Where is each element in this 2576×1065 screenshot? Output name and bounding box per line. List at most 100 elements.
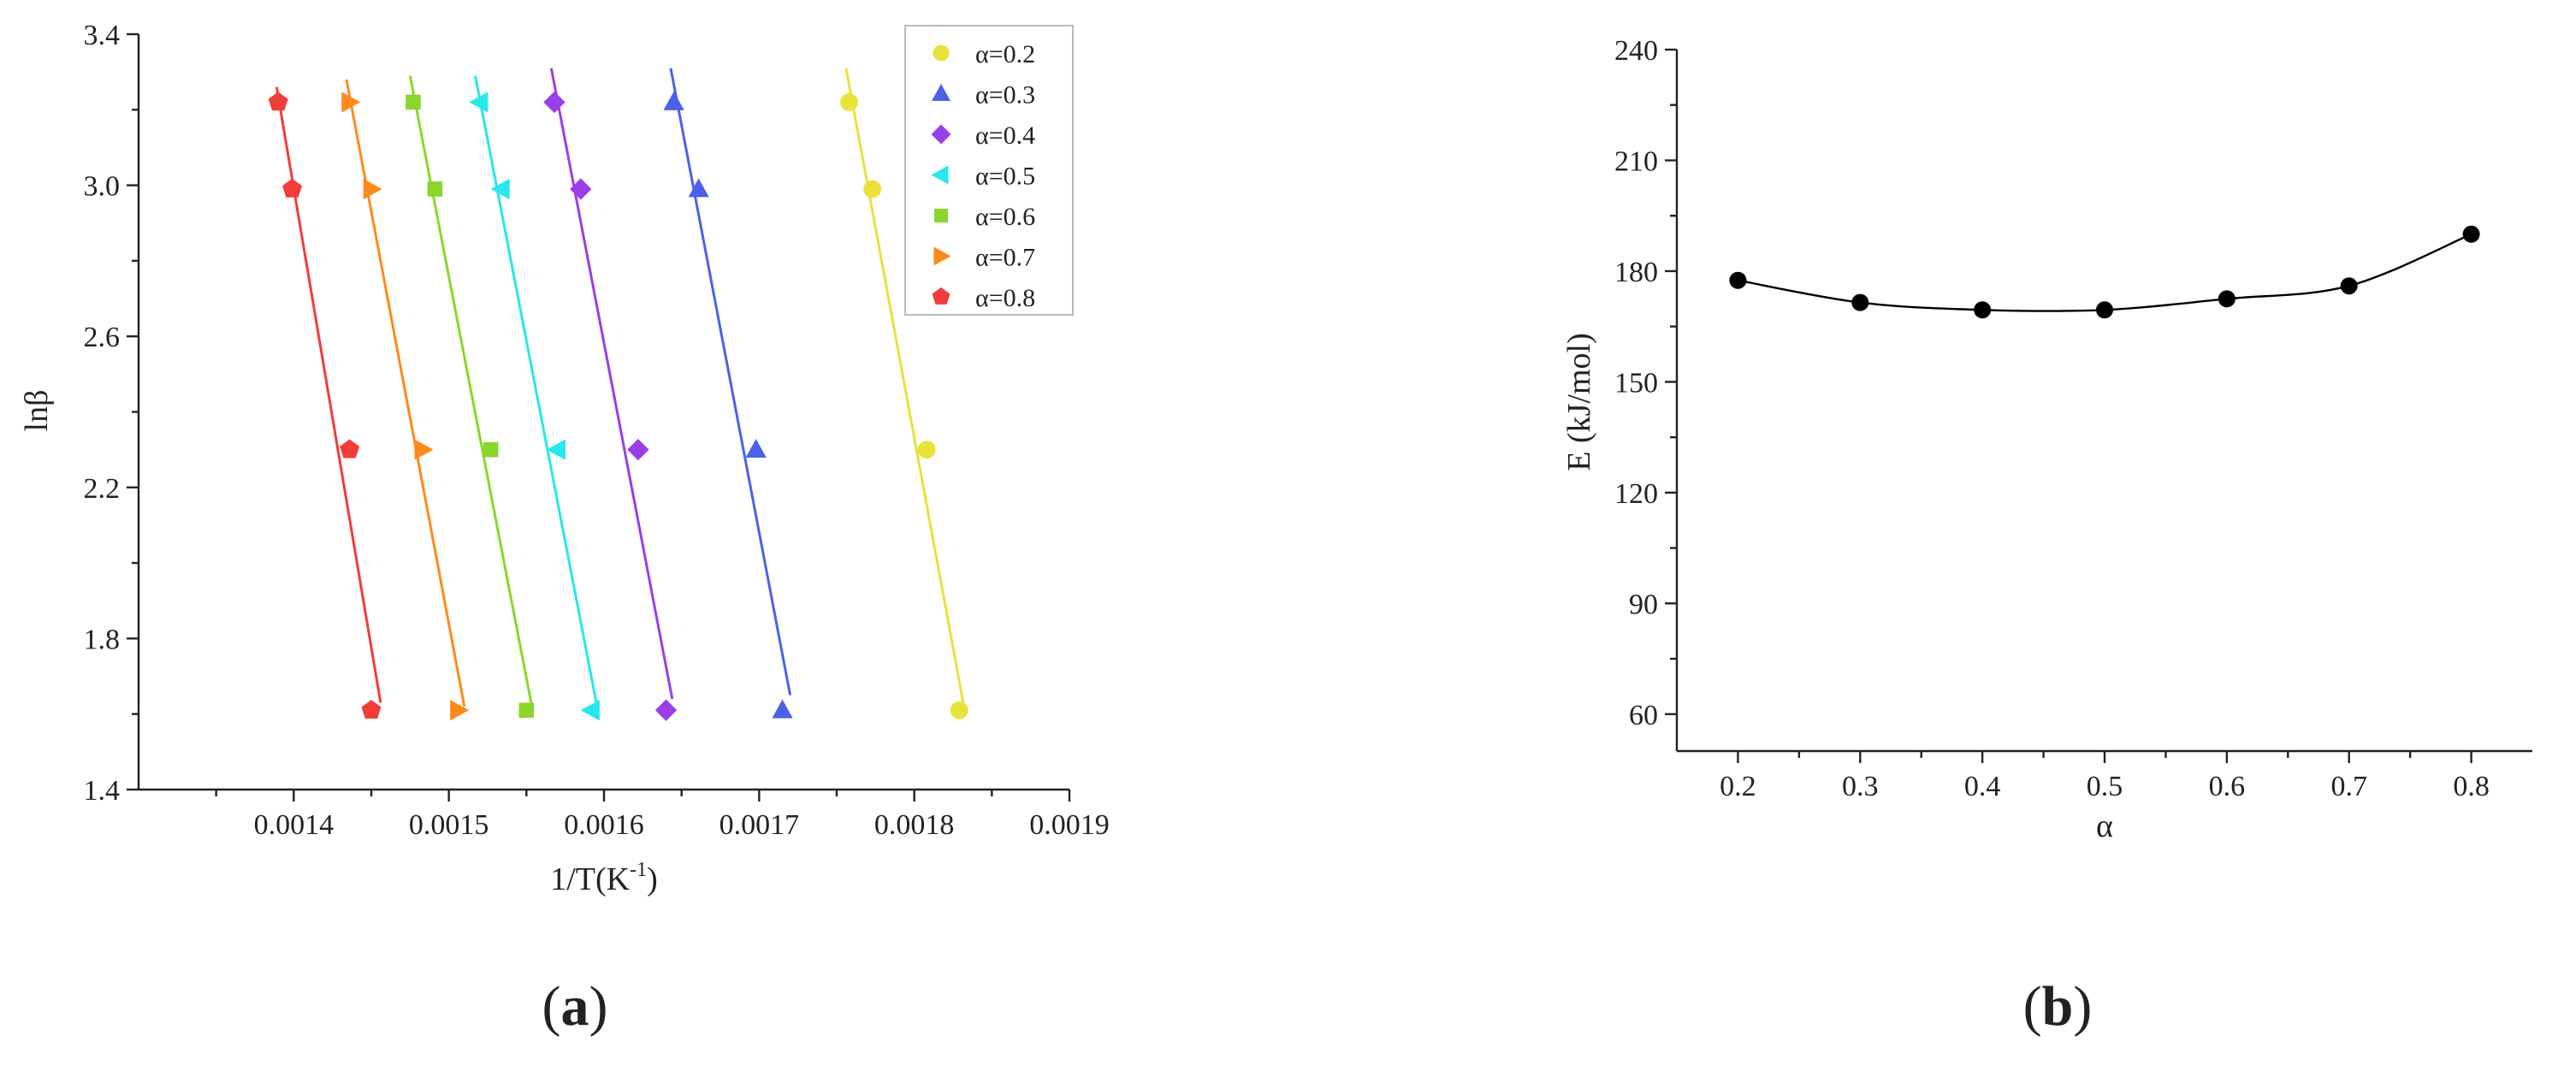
panel-b-x-tick-label: 0.8 [2453,771,2490,802]
panel-a-fit-line [549,68,674,700]
panel-a-fit-lines [275,68,966,711]
panel-a-x-axis-label: 1/T(K-1) [550,859,658,897]
panel-a-point [772,699,793,719]
panel-b-point [1729,271,1747,289]
panel-b-x-tick-label: 0.7 [2330,771,2367,802]
panel-a-legend-marker [931,124,951,145]
panel-a-point [580,700,600,721]
panel-a-x-axis-label-sup: -1 [630,859,647,881]
panel-a-x-tick-label: 0.0014 [254,809,335,841]
panel-a-x-tick-label: 0.0019 [1029,809,1110,841]
panel-a-point [627,439,649,461]
panel-a-point [361,700,382,719]
panel-b-point [1851,293,1869,311]
panel-a-legend-marker [932,287,950,305]
panel-b-label: (b) [2023,975,2093,1038]
panel-a-point [688,178,709,198]
panel-a-legend: α=0.2 α=0.3 α=0.4 α=0.5 α=0.6 α=0.7 α=0.8 [904,25,1074,316]
panel-b-x-tick-label: 0.4 [1964,771,2001,802]
panel-b-ticks: 0.2 0.3 0.4 0.5 0.6 0.7 0.8 60 90 120 150 180 210 240 [1614,35,2490,802]
panel-a-point [917,441,936,459]
panel-a-point [518,702,535,719]
panel-a-legend-marker [933,246,951,266]
panel-a-fit-line [408,75,535,711]
panel-b-label-letter: b [2042,975,2074,1038]
panel-a-legend-label: α=0.3 [975,81,1035,109]
panel-b-point [2096,301,2113,319]
panel-a-point [427,181,443,197]
panel-a-legend-marker [934,209,948,222]
panel-a-point [406,94,421,110]
panel-a-legend-label: α=0.2 [975,40,1035,68]
panel-a-x-axis-label-end: ) [647,861,658,897]
panel-b-series-line [1738,233,2472,312]
panel-a-label-letter: a [561,975,589,1038]
panel-a-point [745,439,767,458]
panel-a-x-axis-label-main: 1/T(K [550,861,630,897]
panel-a-point [840,93,858,111]
panel-a-legend-label: α=0.7 [975,244,1035,272]
panel-a-data-points [268,91,968,721]
panel-a-x-tick-label: 0.0018 [874,809,955,841]
panel-a-legend-label: α=0.6 [975,203,1035,231]
panel-a-point [363,178,382,200]
panel-a-y-tick-label: 1.8 [84,624,121,655]
panel-a-y-axis-label: lnβ [19,390,55,432]
panel-a-legend-label: α=0.5 [975,163,1035,191]
panel-b-y-tick-label: 120 [1614,478,1658,510]
panel-a-legend-label: α=0.4 [975,121,1035,150]
panel-a-y-tick-label: 2.6 [84,322,121,353]
panel-b-y-tick-label: 60 [1629,700,1658,731]
panel-b-y-tick-label: 210 [1614,145,1658,177]
panel-a-label: (a) [542,975,608,1038]
chart-panel-b: 0.2 0.3 0.4 0.5 0.6 0.7 0.8 60 90 120 150 180 210 240… [1561,35,2532,1038]
panel-a-point [268,92,288,111]
panel-a-y-tick-label: 3.0 [84,171,121,203]
panel-b-y-tick-label: 240 [1614,35,1658,67]
panel-a-y-tick-label: 1.4 [84,775,121,807]
panel-b-x-tick-label: 0.2 [1720,771,1756,802]
panel-a-legend-box [904,25,1074,316]
panel-b-point [2462,225,2480,243]
panel-b-line [1738,233,2472,312]
panel-a-legend-marker [932,84,950,101]
panel-a-point [469,92,489,113]
panel-b-x-axis-label: α [2096,808,2113,844]
panel-a-legend-marker [931,165,949,185]
panel-a-point [341,92,361,113]
panel-a-legend-label: α=0.8 [975,284,1035,312]
panel-a-point [483,441,499,458]
panel-a-point [570,178,592,200]
panel-a-point [546,439,566,460]
panel-b-x-tick-label: 0.3 [1842,771,1879,802]
panel-b-y-axis-label: E (kJ/mol) [1561,333,1597,470]
panel-a-point [490,178,510,200]
panel-b-point [2218,290,2235,308]
panel-a-point [414,439,434,460]
panel-a-fit-line [669,68,792,695]
panel-a-point [340,439,360,459]
panel-b-y-tick-label: 150 [1614,367,1658,399]
panel-a-legend-marker [933,44,950,62]
chart-panel-a: 0.0014 0.0015 0.0016 0.0017 0.0018 0.0019 1.4 1… [19,20,1110,1038]
panel-b-x-tick-label: 0.5 [2087,771,2123,802]
panel-a-ticks: 0.0014 0.0015 0.0016 0.0017 0.0018 0.0019 1.4 1… [84,20,1110,841]
panel-a-fit-line [474,75,600,711]
panel-b-y-tick-label: 180 [1614,257,1658,288]
panel-a-fit-line [844,68,966,707]
panel-a-point [950,701,968,719]
panel-a-point [663,91,684,110]
panel-b-point [2340,277,2358,295]
panel-a-point [282,178,303,198]
panel-a-point [543,91,566,114]
panel-b-y-tick-label: 90 [1629,589,1658,620]
panel-a-point [450,700,470,721]
panel-b-point [1974,301,1992,319]
panel-a-x-tick-label: 0.0017 [720,809,800,841]
panel-a-point [654,699,678,721]
panel-a-x-tick-label: 0.0016 [564,809,644,841]
panel-a-y-tick-label: 2.2 [84,473,121,505]
panel-a-y-tick-label: 3.4 [84,20,121,51]
panel-a-x-tick-label: 0.0015 [409,809,489,841]
